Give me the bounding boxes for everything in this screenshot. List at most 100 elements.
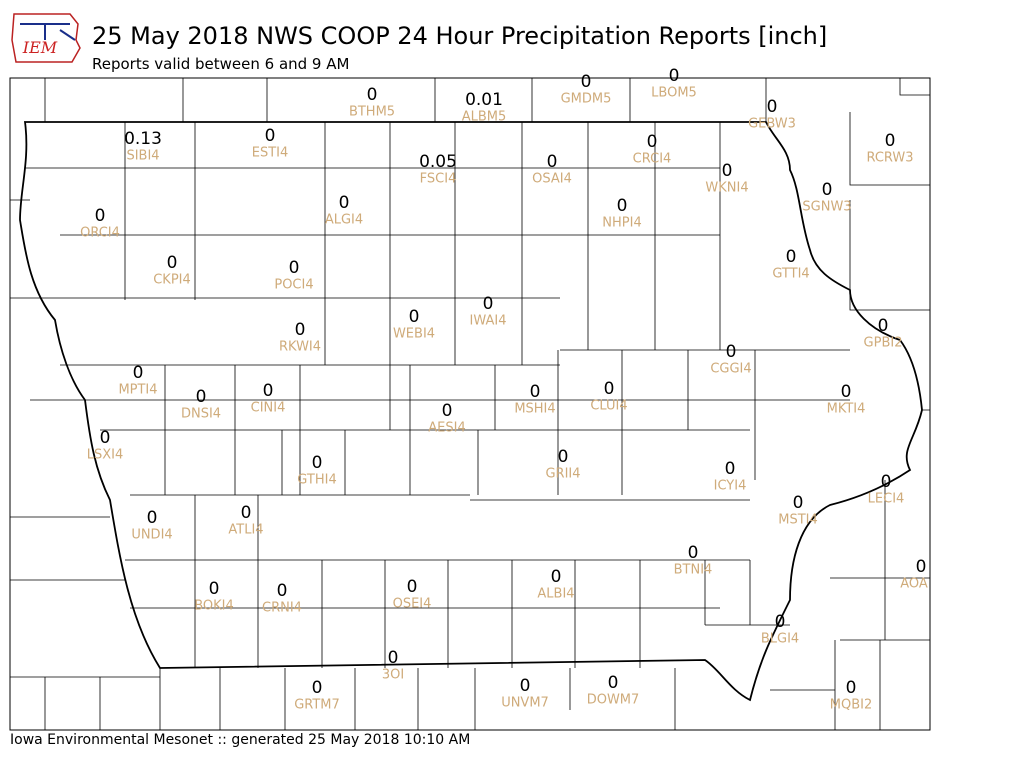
station-id: LSXI4 (87, 448, 124, 463)
station-value: 0 (885, 131, 896, 151)
station-value: 0.01 (465, 90, 503, 110)
station-id: LECI4 (868, 492, 905, 507)
station-value: 0 (147, 508, 158, 528)
station-value: 0.13 (124, 129, 162, 149)
station-value: 0 (367, 85, 378, 105)
station-value: 0 (722, 161, 733, 181)
state-borders (19, 121, 930, 702)
station-value: 0 (793, 493, 804, 513)
station-id: BOKI4 (194, 599, 234, 614)
station-id: ESTI4 (252, 146, 289, 161)
station-id: AOA (900, 577, 928, 592)
station-value: 0 (688, 543, 699, 563)
station-value: 0 (289, 258, 300, 278)
station-id: DNSI4 (181, 407, 221, 422)
station-id: POCI4 (274, 278, 313, 293)
station-id: OSEI4 (393, 597, 432, 612)
station-value: 0 (409, 307, 420, 327)
station-id: BLGI4 (761, 632, 799, 647)
station-id: SIBI4 (126, 149, 159, 164)
station-value: 0 (608, 673, 619, 693)
station-id: GEBW3 (748, 117, 796, 132)
station-value: 0 (775, 612, 786, 632)
station-value: 0 (520, 676, 531, 696)
station-id: DOWM7 (587, 693, 640, 708)
station-id: CRNI4 (262, 601, 302, 616)
station-id: ALBI4 (537, 587, 574, 602)
station-id: 3OI (382, 668, 404, 683)
station-id: CKPI4 (153, 273, 191, 288)
station-id: BTHM5 (349, 105, 395, 120)
station-id: BTNI4 (674, 563, 713, 578)
station-id: CGGI4 (710, 362, 751, 377)
station-value: 0 (295, 320, 306, 340)
station-id: WEBI4 (393, 327, 435, 342)
station-id: GMDM5 (561, 92, 612, 107)
station-value: 0 (846, 678, 857, 698)
station-id: MPTI4 (118, 383, 157, 398)
station-id: MQBI2 (830, 698, 872, 713)
station-value: 0 (442, 401, 453, 421)
county-lines (10, 77, 930, 730)
station-value: 0 (100, 428, 111, 448)
station-value: 0 (407, 577, 418, 597)
station-id: UNDI4 (131, 528, 172, 543)
station-value: 0 (581, 72, 592, 92)
station-id: GTTI4 (772, 267, 809, 282)
station-id: RKWI4 (279, 340, 321, 355)
footer: Iowa Environmental Mesonet :: generated … (10, 732, 471, 748)
station-id: IWAI4 (470, 314, 507, 329)
station-id: GPBI2 (864, 336, 903, 351)
station-id: GRTM7 (294, 698, 340, 713)
station-id: GTHI4 (297, 473, 336, 488)
station-value: 0 (725, 459, 736, 479)
station-value: 0 (726, 342, 737, 362)
station-value: 0 (312, 678, 323, 698)
station-id: AESI4 (428, 421, 465, 436)
station-value: 0 (647, 132, 658, 152)
station-value: 0 (604, 379, 615, 399)
station-id: WKNI4 (705, 181, 748, 196)
station-id: MKTI4 (827, 402, 866, 417)
station-value: 0 (196, 387, 207, 407)
station-value: 0 (133, 363, 144, 383)
station-id: CRCI4 (633, 152, 672, 167)
station-value: 0 (558, 447, 569, 467)
